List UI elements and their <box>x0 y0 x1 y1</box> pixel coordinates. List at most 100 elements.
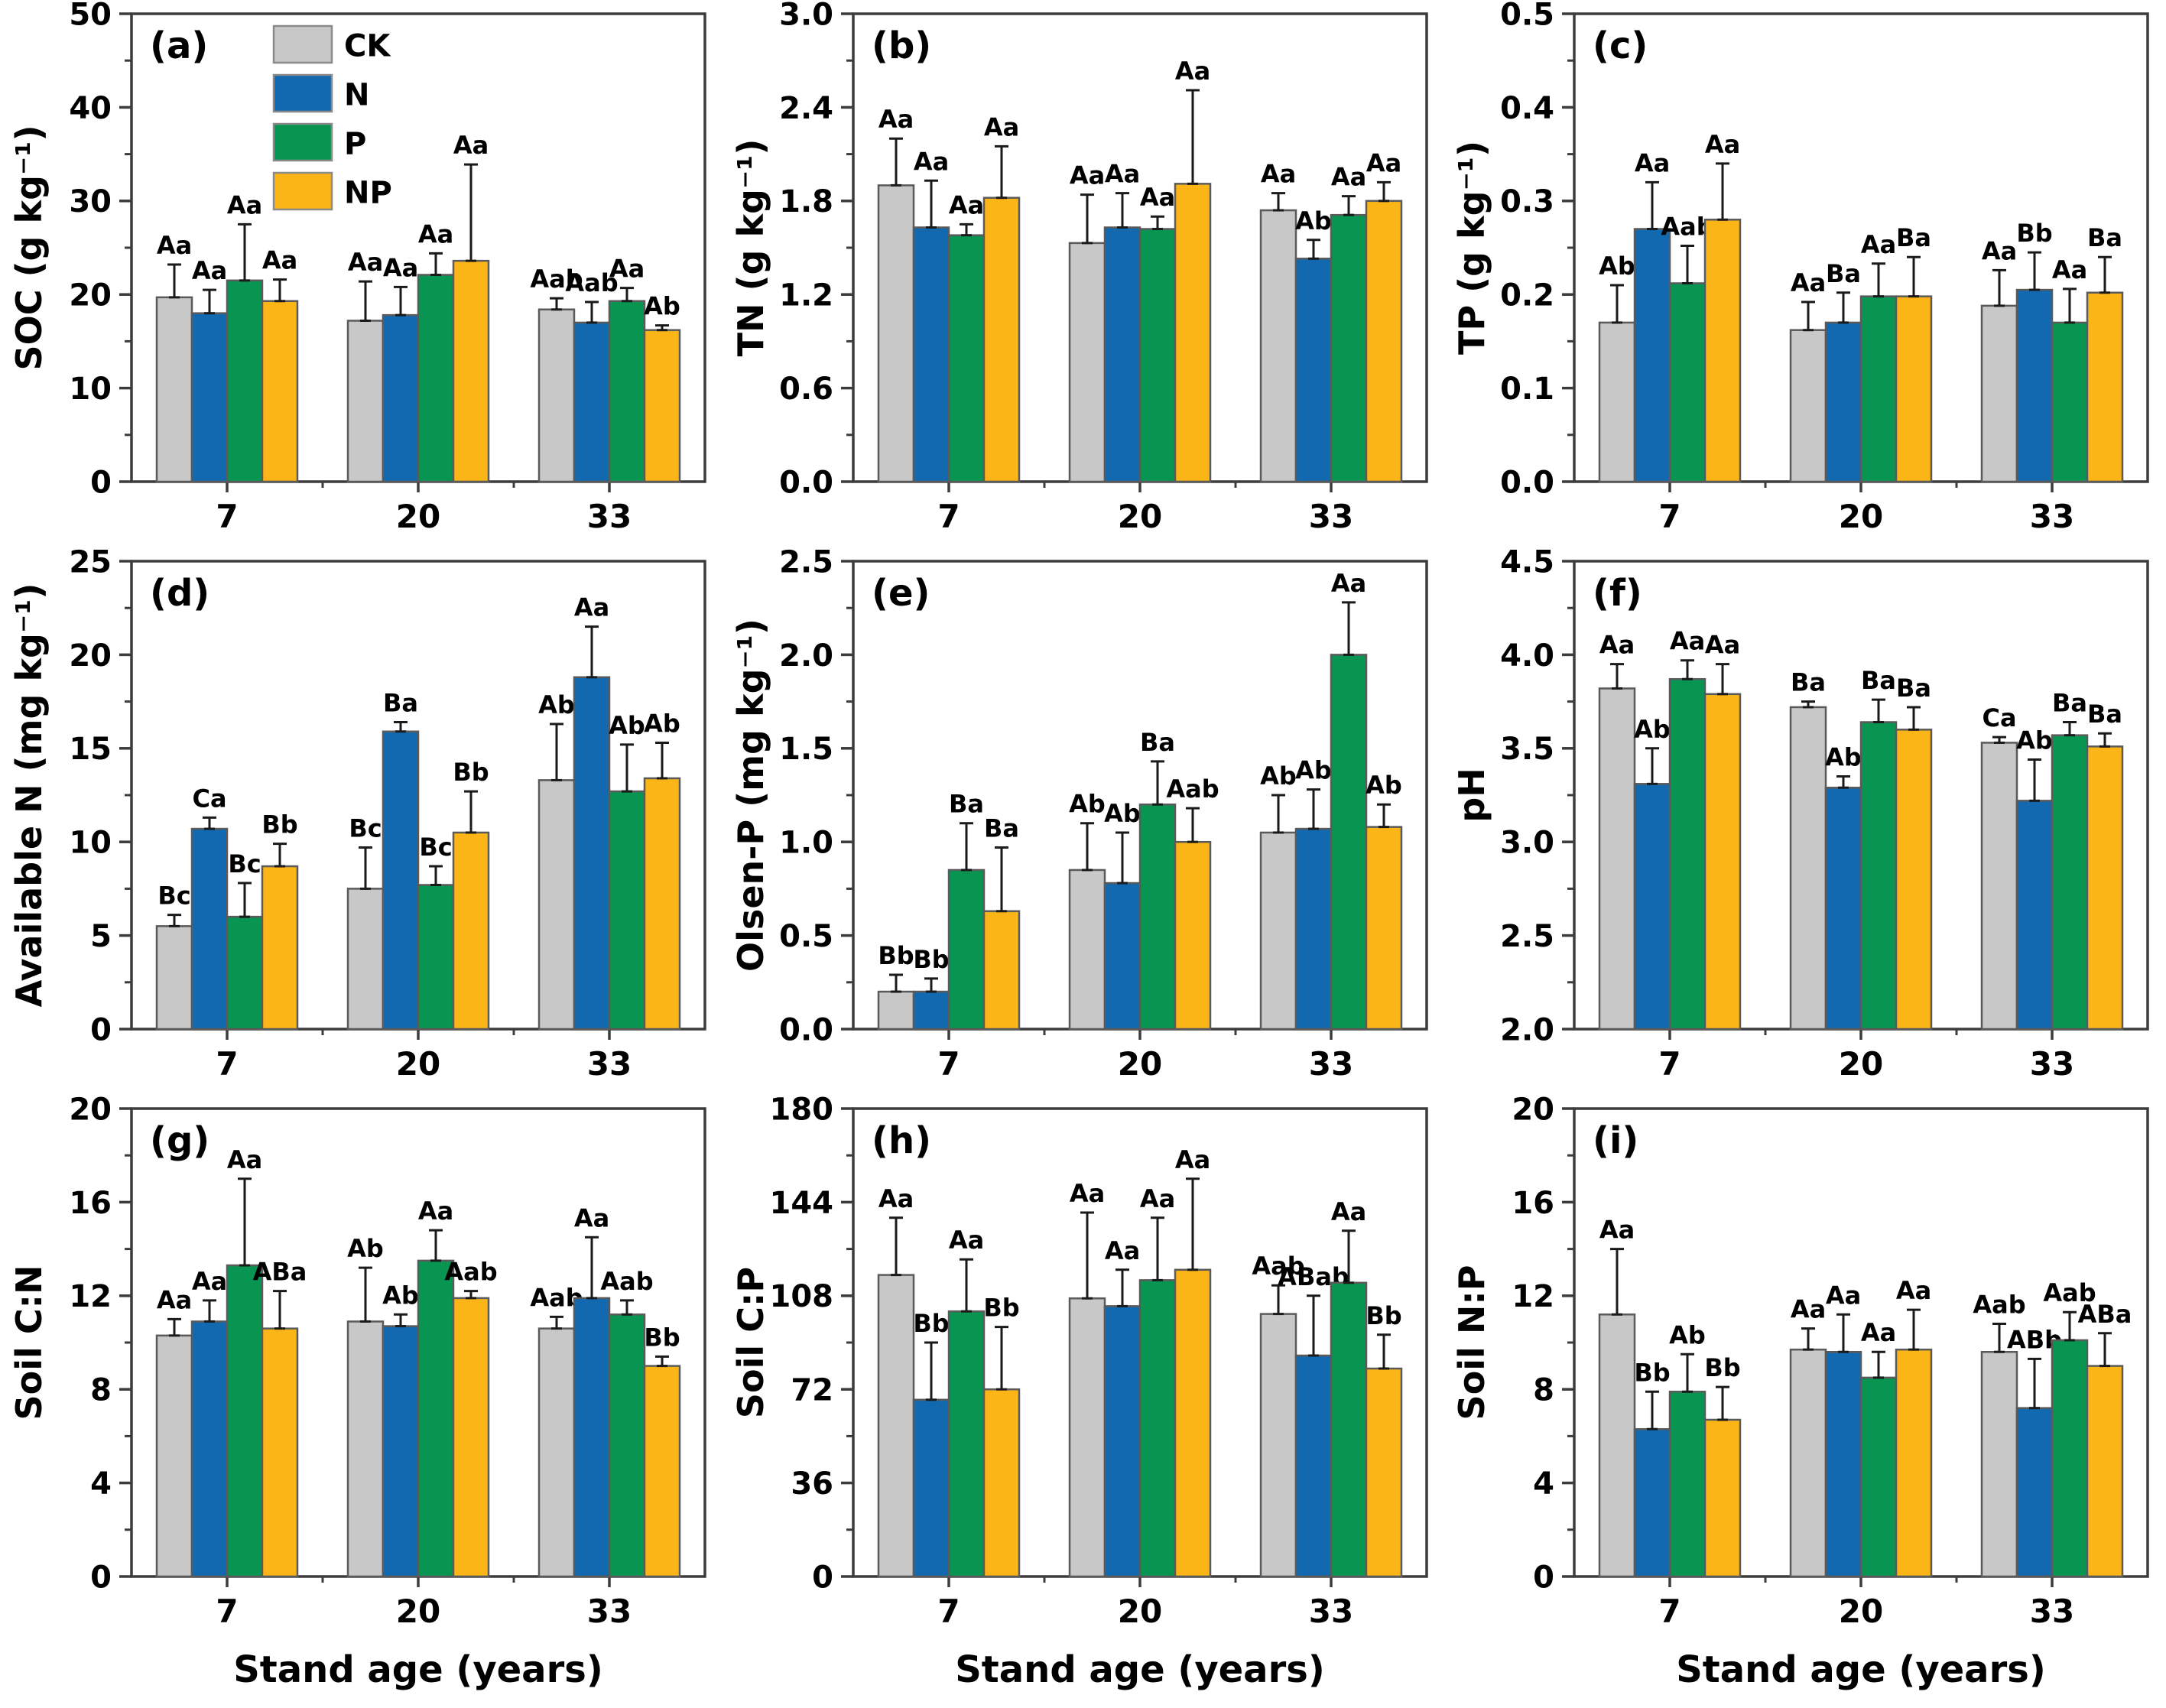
bar-NP-7 <box>982 196 1020 483</box>
x-tick-label: 7 <box>216 498 238 535</box>
panel-tag: (g) <box>150 1119 209 1162</box>
bar-P-33 <box>608 300 646 483</box>
y-tick-label: 8 <box>90 1373 112 1408</box>
bar-CK-20 <box>1790 1348 1827 1578</box>
sig-letter-label: Ba <box>1791 668 1826 697</box>
legend-swatch-CK <box>272 24 333 64</box>
sig-letter-label: Ab <box>1069 790 1106 819</box>
y-tick-label: 144 <box>769 1186 833 1221</box>
bar-CK-7 <box>155 925 193 1031</box>
legend-swatch-NP <box>272 171 333 211</box>
y-tick-label: 0.2 <box>1500 278 1554 313</box>
sig-letter-label: Ab <box>1295 756 1332 785</box>
y-tick-label: 50 <box>69 2 112 32</box>
chart-cn-ratio: 0481216207AaAaAaABa20AbAbAaAab33AabAaAab… <box>8 1096 706 1691</box>
sig-letter-label: Bb <box>1366 1301 1401 1330</box>
bar-N-7 <box>912 226 950 483</box>
bar-N-7 <box>912 990 950 1031</box>
sig-letter-label: Aab <box>600 1267 653 1296</box>
x-tick-label: 33 <box>2030 498 2074 535</box>
y-tick-label: 0 <box>90 1012 112 1047</box>
panel-tag: (h) <box>872 1119 931 1162</box>
x-tick-label: 7 <box>216 1045 238 1083</box>
y-tick-label: 3.0 <box>1500 826 1554 861</box>
y-tick-label: 1.5 <box>779 732 833 767</box>
bar-N-20 <box>1103 882 1141 1031</box>
sig-letter-label: Aa <box>348 248 383 277</box>
bar-CK-20 <box>346 888 385 1031</box>
sig-letter-label: Ab <box>1104 799 1141 828</box>
bar-NP-7 <box>1704 1418 1742 1578</box>
panel-e-olsen-p: 0.0 0.5 1.0 1.5 2.0 2.5 7 Bb Bb Ba Ba 20 Ab Ab Ba Aab 33… <box>723 549 1445 1096</box>
bar-CK-7 <box>1599 687 1636 1031</box>
x-tick-label: 7 <box>937 1045 960 1083</box>
y-tick-label: 0 <box>812 1560 833 1595</box>
sig-letter-label: Aa <box>1174 1145 1210 1174</box>
y-axis-title: Soil N:P <box>1451 1265 1492 1421</box>
x-axis-title: Stand age (years) <box>233 1648 603 1691</box>
panel-tag: (e) <box>872 572 930 615</box>
sig-letter-label: Bc <box>228 849 261 878</box>
panel-a-soc: 0 10 20 30 40 50 7 Aa Aa Aa Aa 20 Aa Aa Aa Aa 33 Aab Aab Aa… <box>2 2 723 549</box>
y-axis-title: Olsen-P (mg kg⁻¹) <box>730 619 771 972</box>
sig-letter-label: Aa <box>1069 1179 1104 1208</box>
x-tick-label: 20 <box>1117 1045 1161 1083</box>
bar-P-20 <box>1138 228 1176 483</box>
bar-CK-7 <box>1599 321 1636 483</box>
bar-N-20 <box>382 1325 420 1578</box>
sig-letter-label: Ca <box>192 784 226 813</box>
y-tick-label: 0.3 <box>1500 184 1554 219</box>
bar-P-33 <box>1330 1281 1367 1578</box>
panel-tag: (i) <box>1593 1119 1638 1162</box>
sig-letter-label: Aa <box>383 253 418 282</box>
bar-N-20 <box>382 730 420 1031</box>
sig-letter-label: Bb <box>913 945 949 974</box>
bar-CK-20 <box>1790 706 1827 1031</box>
bar-NP-33 <box>1365 200 1402 483</box>
y-tick-label: 36 <box>791 1466 833 1502</box>
bar-N-7 <box>1634 1427 1671 1578</box>
sig-letter-label: Ba <box>1896 674 1931 703</box>
sig-letter-label: Aa <box>418 1197 453 1226</box>
sig-letter-label: Bb <box>644 1323 680 1352</box>
y-tick-label: 10 <box>69 372 112 407</box>
sig-letter-label: Aa <box>1104 1236 1139 1265</box>
panel-tag: (a) <box>150 24 208 67</box>
bar-CK-33 <box>1259 209 1297 483</box>
y-tick-label: 0 <box>90 1560 112 1595</box>
bar-CK-33 <box>537 779 576 1031</box>
bar-NP-7 <box>261 300 299 483</box>
bar-N-20 <box>1103 1305 1141 1578</box>
x-tick-label: 33 <box>1308 498 1353 535</box>
sig-letter-label: Aab <box>1166 774 1219 804</box>
bar-N-33 <box>573 1297 611 1578</box>
sig-letter-label: Aa <box>1896 1276 1931 1305</box>
bar-CK-33 <box>1981 742 2018 1031</box>
y-tick-label: 4.0 <box>1500 638 1554 674</box>
y-tick-label: 4.5 <box>1500 549 1554 580</box>
x-tick-label: 20 <box>396 1593 440 1630</box>
sig-letter-label: Aa <box>227 190 262 219</box>
bar-CK-33 <box>1981 1350 2018 1578</box>
sig-letter-label: Ba <box>1861 666 1896 695</box>
y-tick-label: 25 <box>69 549 112 580</box>
y-tick-label: 0.5 <box>1500 2 1554 32</box>
y-tick-label: 0.0 <box>779 1012 833 1047</box>
x-tick-label: 20 <box>1839 1593 1883 1630</box>
bar-N-7 <box>912 1398 950 1578</box>
sig-letter-label: Aa <box>983 112 1018 141</box>
sig-letter-label: Aa <box>1791 1295 1826 1324</box>
x-tick-label: 33 <box>2030 1593 2074 1630</box>
bar-P-20 <box>1860 1376 1898 1578</box>
sig-letter-label: Bb <box>1705 1353 1741 1382</box>
bar-P-33 <box>2051 321 2089 483</box>
y-tick-label: 30 <box>69 184 112 219</box>
y-tick-label: 180 <box>769 1096 833 1127</box>
y-tick-label: 15 <box>69 732 112 767</box>
bar-NP-20 <box>1895 295 1933 483</box>
bar-N-33 <box>2016 1407 2054 1578</box>
sig-letter-label: Aa <box>227 1145 262 1174</box>
